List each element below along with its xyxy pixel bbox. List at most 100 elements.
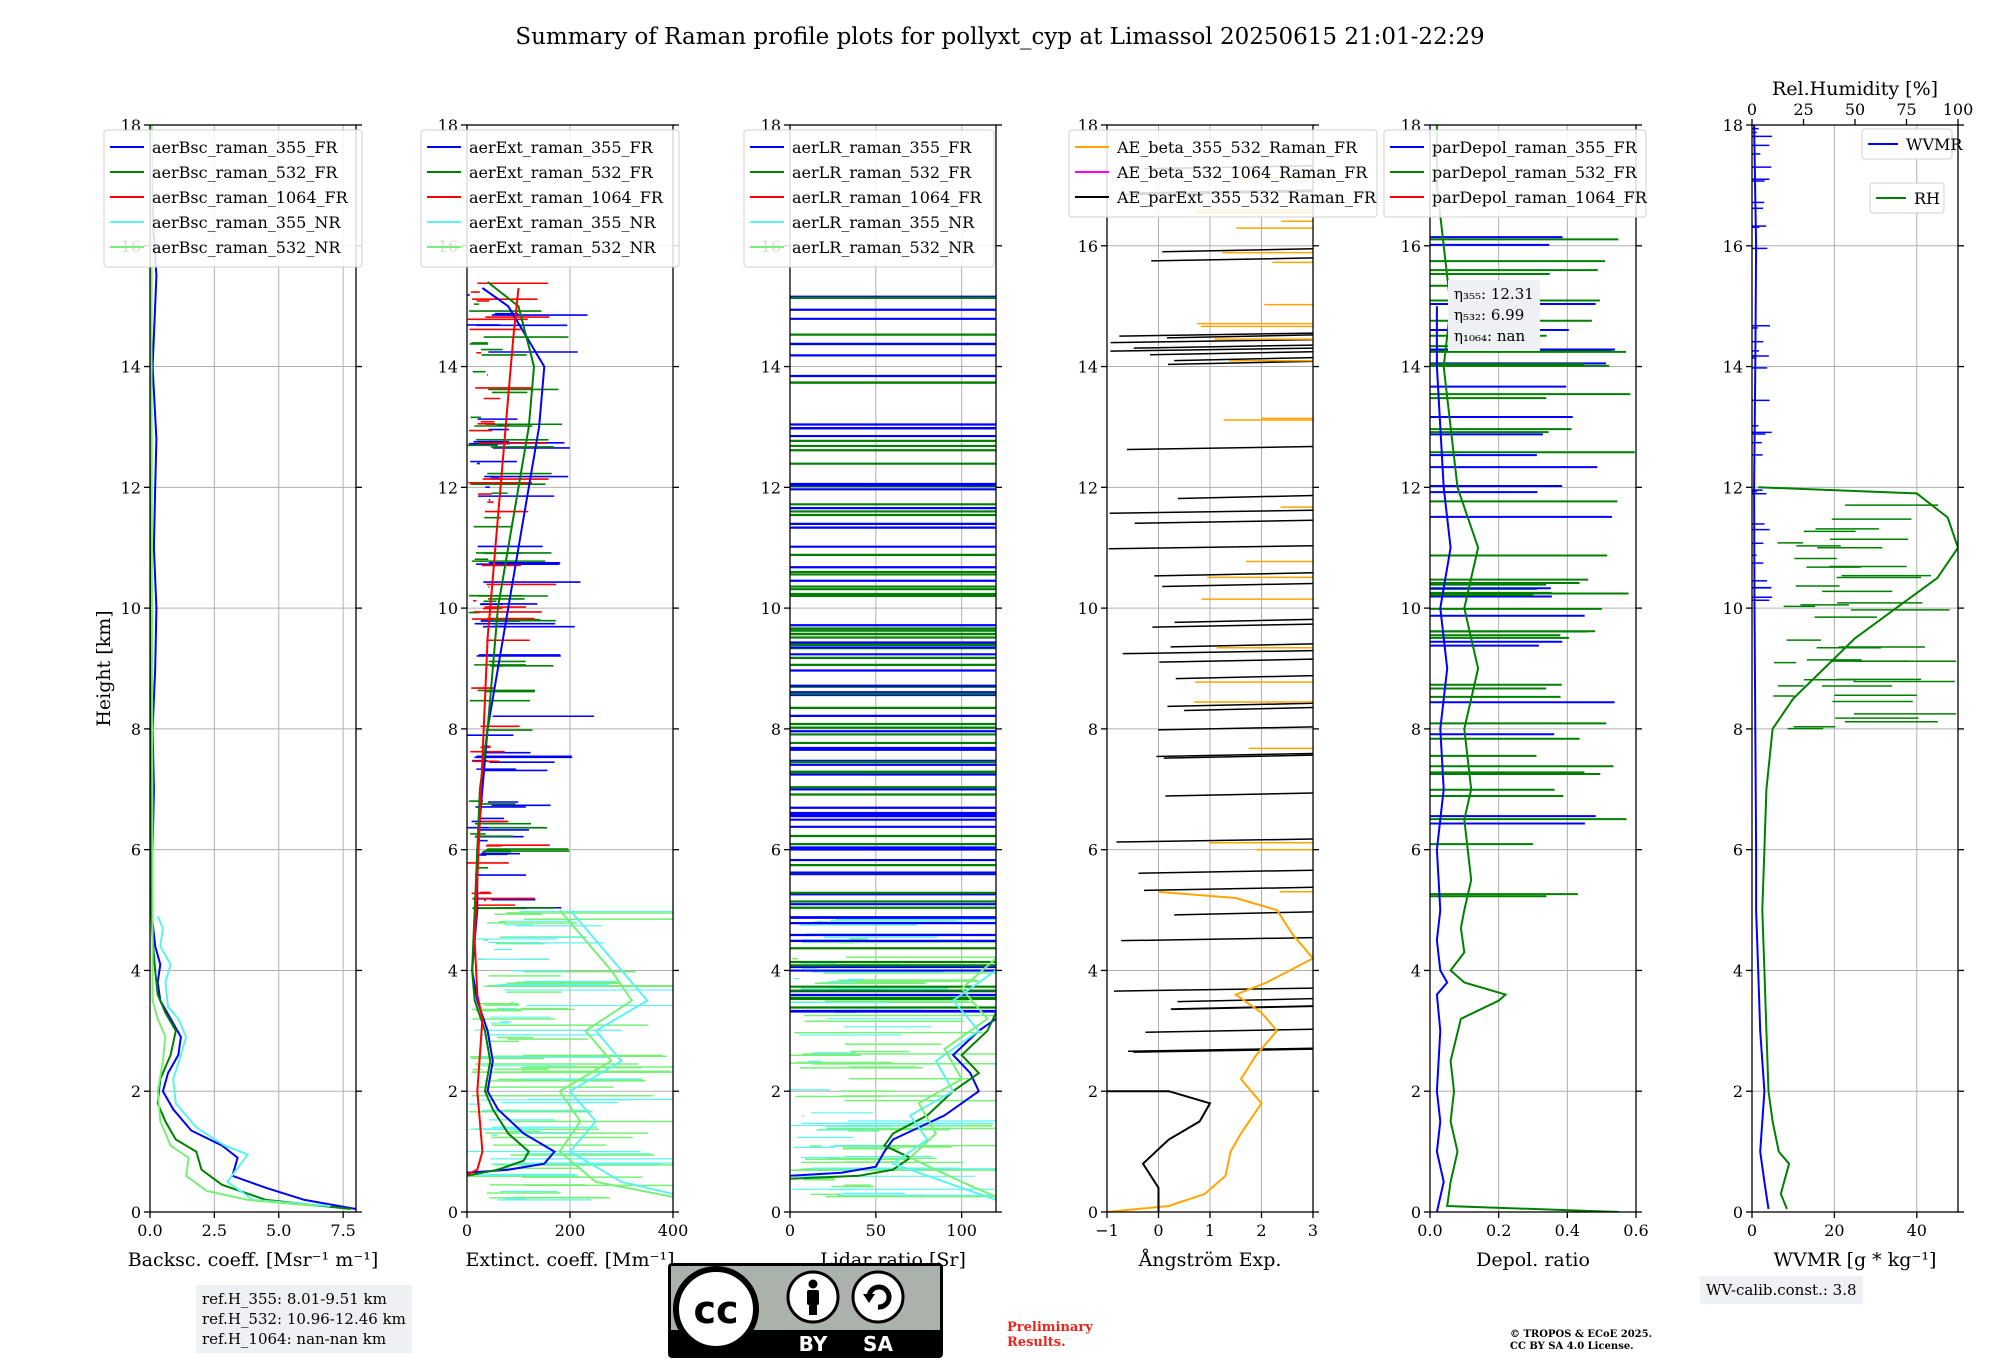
eta-355: η₃₅₅: 12.31 bbox=[1454, 285, 1534, 303]
y-tick-label: 6 bbox=[1733, 841, 1743, 860]
ae-parext-spike bbox=[1167, 360, 1313, 366]
series-line-parDepol_raman_532_FR bbox=[1435, 125, 1619, 1212]
panel-extinction: 0246810121416180200400Extinct. coeff. [M… bbox=[420, 116, 689, 1271]
x-tick-label: 2.5 bbox=[202, 1221, 227, 1240]
y-tick-label: 2 bbox=[771, 1082, 781, 1101]
ae-parext-spike bbox=[1165, 792, 1313, 797]
by-person-body bbox=[807, 1290, 819, 1305]
plot-area bbox=[790, 295, 996, 1201]
y-tick-label: 2 bbox=[131, 1082, 141, 1101]
axes-frame bbox=[149, 124, 357, 1213]
legend-box bbox=[103, 129, 363, 268]
series-line-aerExt_raman_355_NR bbox=[568, 909, 673, 1195]
panel-lidar_ratio: 024681012141618050100Lidar ratio [Sr]aer… bbox=[743, 116, 1002, 1271]
y-tick-label: 6 bbox=[131, 841, 141, 860]
y-tick-label: 8 bbox=[1088, 720, 1098, 739]
series-line-aerBsc_raman_532_NR bbox=[150, 125, 318, 1207]
x-tick-label: 0.0 bbox=[1417, 1221, 1442, 1240]
series-line-RH bbox=[1758, 486, 1958, 1210]
series-line-AE_parExt_355_532_Raman_FR bbox=[1107, 1090, 1212, 1212]
y-tick-label: 6 bbox=[448, 841, 458, 860]
series-line-aerLR_raman_532_NR bbox=[908, 957, 996, 1198]
legend: AE_beta_355_532_Raman_FR AE_beta_532_1064… bbox=[1068, 129, 1378, 218]
ae-parext-spike bbox=[1113, 987, 1313, 992]
legend-entry: aerExt_raman_532_FR bbox=[469, 163, 654, 182]
y-tick-label: 8 bbox=[1411, 720, 1421, 739]
top-x-tick-label: 75 bbox=[1896, 100, 1916, 119]
legend-entry: aerExt_raman_1064_FR bbox=[469, 188, 664, 207]
x-tick-label: 2 bbox=[1256, 1221, 1266, 1240]
y-tick-label: 4 bbox=[131, 961, 141, 980]
legend-secondary: RH bbox=[1869, 182, 1945, 214]
y-tick-label: 6 bbox=[771, 841, 781, 860]
y-tick-label: 12 bbox=[1723, 478, 1743, 497]
legend-entry: aerBsc_raman_355_FR bbox=[152, 138, 338, 157]
sa-arrow-head bbox=[863, 1294, 875, 1303]
ae-parext-spike bbox=[1109, 509, 1313, 515]
x-tick-label: 40 bbox=[1907, 1221, 1927, 1240]
ae-parext-spike bbox=[1121, 936, 1313, 942]
x-tick-label: 0.2 bbox=[1486, 1221, 1511, 1240]
legend-box bbox=[1861, 128, 1953, 160]
top-x-tick-label: 0 bbox=[1747, 100, 1757, 119]
y-tick-label: 14 bbox=[761, 358, 781, 377]
y-tick-label: 0 bbox=[1411, 1203, 1421, 1222]
cc-circle-icon bbox=[673, 1266, 759, 1352]
x-tick-label: 0.6 bbox=[1623, 1221, 1648, 1240]
eta-1064: η₁₀₆₄: nan bbox=[1454, 327, 1526, 345]
legend-entry: aerBsc_raman_532_FR bbox=[152, 163, 338, 182]
y-tick-label: 0 bbox=[131, 1203, 141, 1222]
ae-parext-spike bbox=[1152, 623, 1313, 628]
ae-parext-spike bbox=[1159, 658, 1313, 663]
x-tick-label: 400 bbox=[658, 1221, 689, 1240]
legend-entry: AE_beta_355_532_Raman_FR bbox=[1116, 138, 1358, 157]
axes-frame bbox=[789, 124, 997, 1213]
cc-mark: cc bbox=[693, 1288, 738, 1332]
x-axis-label: Ångström Exp. bbox=[1138, 1249, 1282, 1271]
y-tick-label: 10 bbox=[1078, 599, 1098, 618]
ae-parext-spike bbox=[1175, 674, 1313, 680]
legend-box bbox=[1383, 129, 1647, 218]
plot-area bbox=[467, 281, 673, 1201]
series-line-aerExt_raman_1064_FR bbox=[467, 287, 520, 1176]
x-tick-label: 0 bbox=[1747, 1221, 1757, 1240]
reference-height-box: ref.H_355: 8.01-9.51 km ref.H_532: 10.96… bbox=[196, 1285, 412, 1353]
y-tick-label: 14 bbox=[1723, 358, 1743, 377]
y-tick-label: 0 bbox=[448, 1203, 458, 1222]
axes-frame bbox=[1751, 124, 1959, 1213]
y-tick-label: 0 bbox=[1733, 1203, 1743, 1222]
series-line-aerLR_raman_532_FR bbox=[790, 1012, 996, 1180]
ae-parext-spike bbox=[1184, 706, 1313, 712]
series-line-aerLR_raman_355_FR bbox=[790, 1017, 996, 1177]
legend-entry: aerExt_raman_532_NR bbox=[469, 238, 657, 257]
top-x-tick-label: 100 bbox=[1943, 100, 1974, 119]
x-tick-label: 100 bbox=[946, 1221, 977, 1240]
ref-h-1064: ref.H_1064: nan-nan km bbox=[202, 1330, 387, 1348]
y-tick-label: 10 bbox=[438, 599, 458, 618]
ref-h-532: ref.H_532: 10.96-12.46 km bbox=[202, 1310, 406, 1328]
x-tick-label: 5.0 bbox=[266, 1221, 291, 1240]
y-tick-label: 6 bbox=[1088, 841, 1098, 860]
ae-parext-spike bbox=[1162, 247, 1313, 253]
x-axis-label: Backsc. coeff. [Msr⁻¹ m⁻¹] bbox=[128, 1249, 379, 1271]
legend-entry: parDepol_raman_355_FR bbox=[1432, 138, 1638, 157]
by-person-head bbox=[808, 1279, 818, 1289]
ae-parext-spike bbox=[1119, 332, 1313, 337]
legend-entry: AE_beta_532_1064_Raman_FR bbox=[1116, 163, 1368, 182]
ae-parext-spike bbox=[1171, 1005, 1313, 1011]
ae-parext-spike bbox=[1166, 334, 1313, 339]
top-x-axis-label: Rel.Humidity [%] bbox=[1772, 78, 1938, 100]
y-tick-label: 4 bbox=[771, 961, 781, 980]
y-tick-label: 4 bbox=[1411, 961, 1421, 980]
legend-entry: aerBsc_raman_355_NR bbox=[152, 213, 341, 232]
series-line-aerExt_raman_532_FR bbox=[467, 281, 536, 1177]
copyright-line-2: CC BY SA 4.0 License. bbox=[1510, 1341, 1634, 1352]
legend-entry: aerExt_raman_355_FR bbox=[469, 138, 654, 157]
y-tick-label: 10 bbox=[121, 599, 141, 618]
axes-frame bbox=[1429, 124, 1637, 1213]
legend-entry: parDepol_raman_532_FR bbox=[1432, 163, 1638, 182]
top-x-tick-label: 50 bbox=[1845, 100, 1865, 119]
